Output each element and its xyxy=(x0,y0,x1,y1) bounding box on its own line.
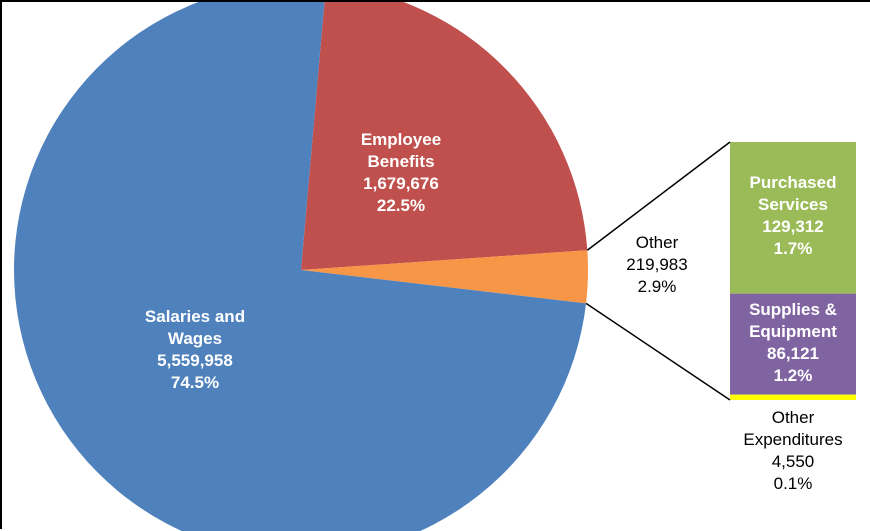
bar-label-other-expenditures: Other Expenditures 4,550 0.1% xyxy=(743,408,842,493)
breakdown-bar xyxy=(730,142,856,400)
bar-segment-other-expenditures xyxy=(730,394,856,400)
connector-lines xyxy=(585,141,731,401)
pie-slice-salaries-wages xyxy=(13,2,587,531)
pie-slice-employee-benefits xyxy=(301,2,588,270)
slice-label-other: Other 219,983 2.9% xyxy=(626,233,687,296)
connector-line-lower xyxy=(585,302,731,401)
bar-segment-purchased-services xyxy=(730,142,856,294)
pie-slice-other xyxy=(301,250,588,304)
pie-slices xyxy=(13,2,588,531)
bar-label-supplies-equipment: Supplies & Equipment 86,121 1.2% xyxy=(749,300,837,385)
connector-line-upper xyxy=(586,141,731,251)
data-labels: Employee Benefits 1,679,676 22.5% Other 219,9… xyxy=(145,130,843,493)
bar-segment-supplies-equipment xyxy=(730,293,856,395)
slice-label-employee-benefits: Employee Benefits 1,679,676 22.5% xyxy=(361,130,441,215)
bar-label-purchased-services: Purchased Services 129,312 1.7% xyxy=(750,173,837,258)
slice-label-salaries-wages: Salaries and Wages 5,559,958 74.5% xyxy=(145,307,245,392)
